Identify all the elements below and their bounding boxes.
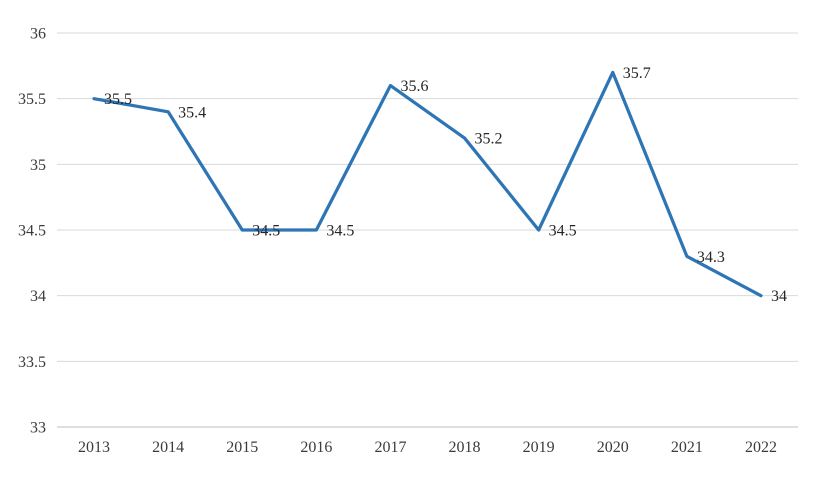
- data-label: 35.2: [475, 131, 503, 148]
- x-tick-label: 2017: [374, 439, 406, 456]
- data-label: 35.6: [400, 78, 428, 95]
- x-tick-label: 2018: [449, 439, 481, 456]
- series-line: [92, 70, 763, 298]
- data-label: 35.5: [104, 91, 132, 108]
- data-label: 34: [771, 288, 787, 305]
- x-tick-label: 2019: [523, 439, 555, 456]
- y-tick-label: 35: [30, 157, 46, 174]
- x-tick-label: 2022: [745, 439, 777, 456]
- y-tick-label: 33: [30, 420, 46, 437]
- data-label: 34.5: [549, 223, 577, 240]
- x-tick-label: 2014: [152, 439, 184, 456]
- data-label: 34.5: [252, 223, 280, 240]
- data-label: 35.4: [178, 104, 206, 121]
- y-tick-label: 35.5: [18, 91, 46, 108]
- y-tick-label: 33.5: [18, 354, 46, 371]
- data-label: 34.3: [697, 249, 725, 266]
- x-tick-label: 2020: [597, 439, 629, 456]
- x-tick-label: 2013: [78, 439, 110, 456]
- x-tick-label: 2015: [226, 439, 258, 456]
- y-tick-label: 34: [30, 288, 46, 305]
- data-label: 34.5: [326, 223, 354, 240]
- y-tick-label: 34.5: [18, 223, 46, 240]
- x-tick-label: 2021: [671, 439, 703, 456]
- x-tick-label: 2016: [300, 439, 332, 456]
- y-tick-label: 36: [30, 26, 46, 43]
- data-label: 35.7: [623, 65, 651, 82]
